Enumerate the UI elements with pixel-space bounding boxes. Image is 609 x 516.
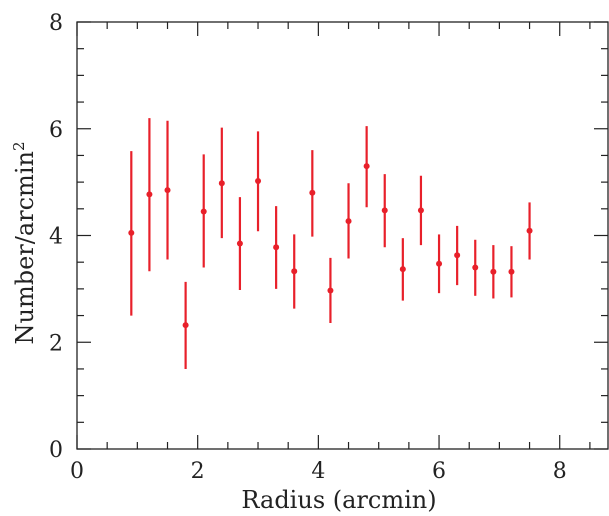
data-point: [381, 207, 388, 214]
x-tick-label: 0: [70, 459, 84, 484]
data-point: [454, 252, 461, 259]
data-point: [236, 240, 243, 247]
data-point: [472, 264, 479, 271]
data-point: [327, 287, 334, 294]
y-tick-label: 6: [49, 118, 63, 143]
y-axis-tick-labels: 0 2 4 6 8: [49, 11, 63, 463]
y-axis-ticks: [77, 21, 608, 450]
data-point: [309, 189, 316, 196]
data-point: [164, 187, 171, 194]
plot-frame: [76, 21, 609, 450]
y-tick-label: 2: [49, 331, 63, 356]
data-point: [417, 207, 424, 214]
data-point: [255, 178, 262, 185]
data-point: [436, 260, 443, 267]
x-axis-title: Radius (arcmin): [241, 486, 436, 514]
data-point: [399, 266, 406, 273]
data-point: [128, 229, 135, 236]
data-point: [363, 163, 370, 170]
data-point: [200, 208, 207, 215]
y-tick-label: 4: [49, 225, 63, 250]
data-point: [146, 191, 153, 198]
data-point: [345, 218, 352, 225]
data-points: [128, 118, 533, 369]
y-tick-label: 8: [49, 11, 63, 36]
data-point: [490, 268, 497, 275]
y-axis-title-base: Number/arcmin: [11, 151, 39, 344]
data-point: [291, 268, 298, 275]
x-tick-label: 2: [191, 459, 205, 484]
x-axis-ticks: [76, 22, 591, 449]
y-axis-title-exponent: 2: [10, 142, 28, 152]
x-axis-tick-labels: 0 2 4 6 8: [70, 459, 567, 484]
data-point: [182, 322, 189, 329]
x-tick-label: 6: [432, 459, 446, 484]
x-tick-label: 8: [553, 459, 567, 484]
data-point: [508, 268, 515, 275]
y-tick-label: 0: [49, 438, 63, 463]
data-point: [526, 227, 533, 234]
data-point: [218, 180, 225, 187]
x-tick-label: 4: [311, 459, 325, 484]
data-point: [273, 244, 280, 251]
y-axis-title: Number/arcmin2: [10, 142, 39, 345]
